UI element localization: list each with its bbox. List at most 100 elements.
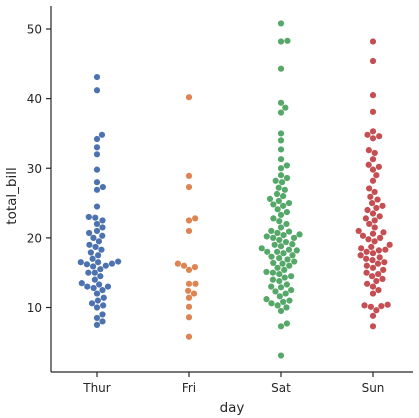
- data-point: [276, 236, 283, 244]
- data-point: [99, 232, 106, 239]
- data-point: [386, 241, 393, 248]
- data-point: [185, 314, 193, 321]
- data-point: [375, 286, 382, 294]
- data-point: [97, 266, 104, 273]
- data-point: [285, 246, 293, 253]
- data-point: [93, 321, 101, 329]
- data-point: [381, 259, 388, 266]
- data-point: [270, 259, 277, 267]
- data-point: [95, 238, 103, 245]
- data-point: [373, 172, 380, 179]
- data-point: [363, 248, 370, 255]
- y-tick-label: 40: [27, 92, 42, 106]
- data-point: [277, 172, 285, 179]
- data-point: [85, 269, 92, 276]
- data-point: [274, 302, 281, 309]
- data-point: [92, 243, 99, 251]
- data-point: [78, 280, 85, 287]
- data-point: [185, 172, 193, 180]
- data-point: [286, 297, 293, 304]
- data-point: [185, 266, 193, 274]
- data-point: [282, 238, 290, 246]
- data-point: [379, 202, 386, 209]
- data-point: [93, 179, 101, 186]
- data-point: [283, 304, 290, 311]
- data-point: [365, 147, 372, 154]
- data-point: [104, 283, 112, 290]
- data-point: [277, 20, 285, 27]
- data-point: [192, 280, 199, 287]
- data-point: [192, 215, 199, 222]
- data-point: [108, 260, 116, 267]
- data-point: [98, 246, 105, 253]
- data-point: [376, 133, 383, 140]
- data-point: [369, 57, 377, 65]
- data-point: [99, 183, 106, 191]
- y-tick-label: 50: [27, 23, 42, 37]
- data-point: [277, 146, 285, 153]
- data-point: [84, 283, 91, 290]
- data-point: [283, 220, 290, 228]
- data-point: [269, 276, 277, 283]
- data-point: [275, 184, 282, 191]
- data-point: [378, 303, 385, 310]
- data-point: [96, 281, 103, 288]
- data-point: [86, 229, 93, 237]
- data-point: [285, 228, 293, 235]
- data-point: [185, 303, 193, 310]
- data-point: [369, 38, 377, 45]
- data-point: [277, 38, 285, 45]
- data-point: [268, 227, 275, 235]
- data-point: [369, 135, 377, 142]
- data-point: [87, 249, 94, 256]
- data-point: [283, 174, 291, 182]
- data-point: [371, 149, 378, 157]
- data-point: [90, 234, 97, 241]
- data-point: [277, 137, 285, 144]
- data-point: [280, 250, 287, 257]
- data-point: [368, 273, 376, 280]
- data-point: [283, 209, 290, 216]
- data-point: [369, 264, 377, 271]
- data-point: [272, 288, 279, 295]
- data-point: [270, 215, 277, 222]
- data-point: [357, 252, 364, 259]
- data-point: [289, 252, 296, 259]
- data-point: [371, 238, 378, 245]
- data-point: [369, 257, 376, 264]
- data-point: [363, 262, 370, 269]
- data-point: [276, 254, 283, 262]
- data-point: [264, 248, 271, 255]
- data-point: [288, 286, 295, 294]
- data-point: [278, 179, 286, 186]
- data-point: [369, 283, 377, 290]
- data-point: [374, 196, 381, 203]
- data-point: [369, 210, 377, 217]
- data-point: [277, 109, 285, 116]
- data-point: [380, 266, 387, 274]
- data-point: [102, 262, 109, 269]
- data-point: [89, 255, 96, 262]
- data-point: [99, 286, 106, 294]
- data-point: [364, 131, 371, 138]
- data-point: [277, 211, 285, 218]
- data-point: [376, 213, 383, 220]
- data-point: [274, 248, 281, 255]
- data-point: [288, 273, 295, 280]
- data-point: [272, 177, 279, 184]
- data-point: [180, 262, 188, 269]
- data-point: [83, 261, 91, 268]
- data-point: [92, 214, 99, 221]
- data-point: [373, 204, 380, 212]
- data-point: [277, 156, 285, 163]
- data-point: [369, 108, 377, 115]
- data-point: [369, 166, 377, 173]
- data-point: [99, 217, 106, 224]
- data-point: [277, 323, 285, 330]
- data-point: [270, 201, 277, 208]
- x-axis-label: day: [220, 400, 245, 416]
- data-point: [373, 307, 380, 314]
- y-tick-label: 10: [27, 301, 42, 315]
- data-point: [280, 202, 287, 209]
